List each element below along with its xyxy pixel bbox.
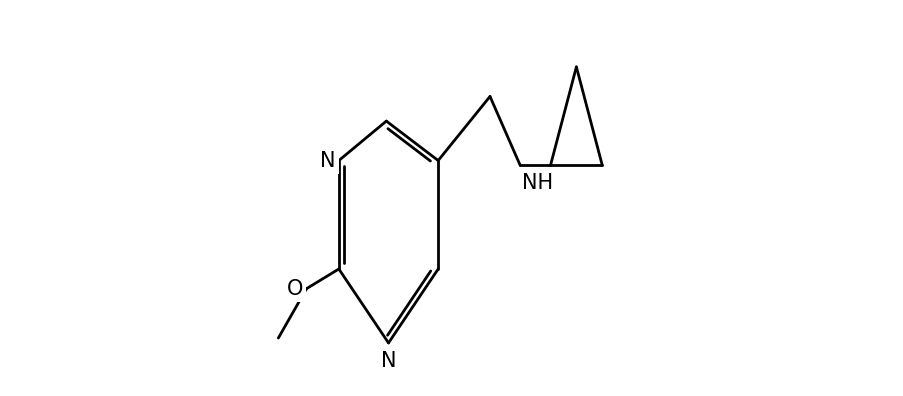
Text: N: N <box>380 351 396 371</box>
Text: NH: NH <box>522 173 553 193</box>
Text: N: N <box>320 150 335 171</box>
Text: O: O <box>286 279 303 299</box>
